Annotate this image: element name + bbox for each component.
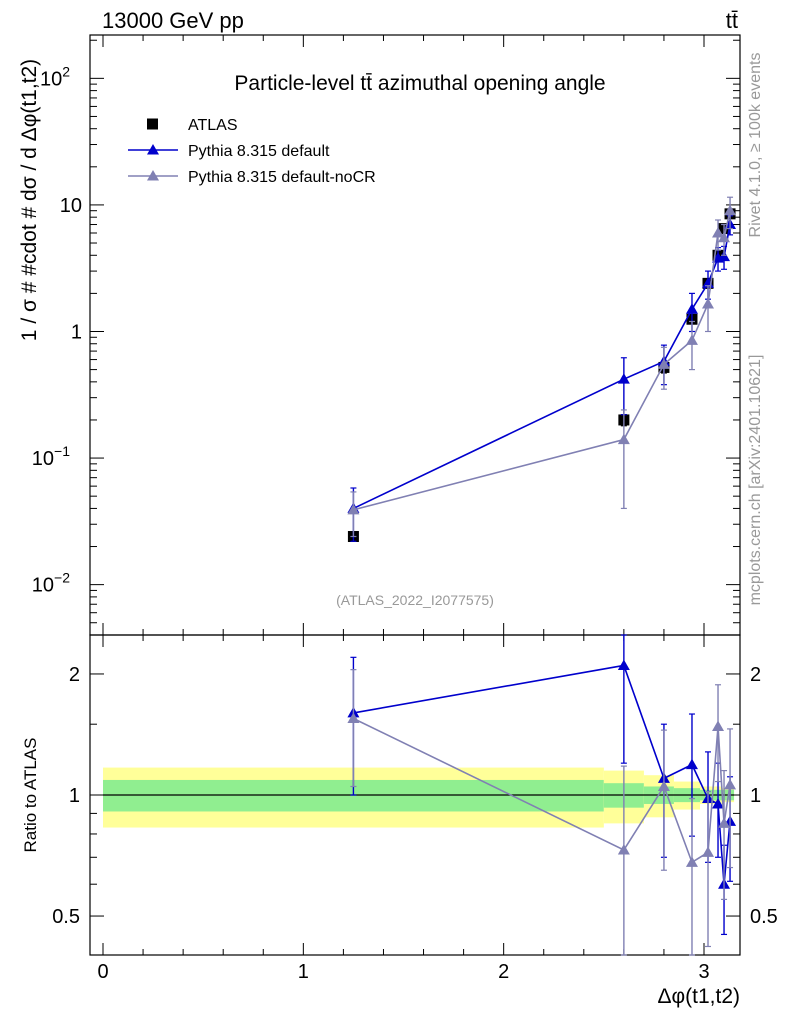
ratio-point — [617, 843, 630, 855]
ratio-y-tick-label: 0.5 — [52, 906, 80, 928]
legend-item: Pythia 8.315 default-noCR — [128, 169, 376, 186]
ratio-series-line — [353, 664, 731, 885]
legend-label: ATLAS — [188, 117, 238, 134]
ratio-series-line — [353, 717, 731, 864]
ratio-point — [685, 856, 698, 867]
ratio-point — [685, 758, 698, 770]
header-energy-label: 13000 GeV pp — [102, 8, 244, 33]
header-process-label: tt̄ — [726, 8, 738, 33]
series-pythia-8-315-default-nocr — [347, 196, 737, 538]
data-point — [718, 250, 731, 262]
series-pythia-8-315-default — [347, 215, 737, 542]
main-y-tick-label: 10−1 — [32, 443, 70, 470]
data-point — [685, 334, 698, 345]
x-tick-label: 1 — [298, 961, 309, 983]
x-tick-label: 0 — [97, 961, 108, 983]
ratio-series-pythia-8-315-default-nocr — [347, 669, 737, 956]
legend-marker — [147, 144, 159, 155]
legend: ATLAS Pythia 8.315 default Pythia 8.315 de… — [128, 117, 376, 186]
series-line — [353, 224, 731, 510]
data-point — [617, 433, 630, 445]
main-y-tick-label: 10−2 — [32, 570, 70, 597]
legend-label: Pythia 8.315 default — [188, 143, 330, 160]
main-y-tick-label: 1 — [71, 321, 82, 343]
data-point — [718, 231, 731, 243]
main-y-tick-label: 10 — [60, 195, 82, 217]
legend-label: Pythia 8.315 default-noCR — [188, 169, 376, 186]
data-point — [347, 503, 360, 515]
ratio-point — [712, 797, 725, 809]
data-point — [657, 358, 670, 369]
ratio-y-tick-label-right: 1 — [750, 785, 761, 807]
main-y-axis: 10−2 10−1 1 10 102 — [32, 35, 740, 636]
ratio-point — [657, 780, 670, 791]
ratio-point — [702, 846, 715, 857]
ratio-point — [712, 720, 725, 732]
main-series — [347, 196, 737, 543]
main-y-tick-label: 102 — [40, 63, 70, 90]
series-line — [353, 210, 731, 511]
ratio-y-tick-label-right: 2 — [750, 664, 761, 686]
ratio-point — [347, 712, 360, 723]
series-atlas — [347, 208, 736, 543]
ratio-y-axis-label: Ratio to ATLAS — [21, 738, 40, 853]
ratio-y-tick-label-right: 0.5 — [750, 906, 778, 928]
ratio-uncertainty-bands — [103, 767, 735, 828]
main-y-axis-label: 1 / σ # #cdot # dσ / d Δφ(t1,t2) — [18, 59, 41, 341]
side-rivet-label: Rivet 4.1.0, ≥ 100k events — [747, 53, 764, 238]
data-point — [702, 297, 715, 309]
legend-marker — [147, 118, 158, 130]
analysis-label: (ATLAS_2022_I2077575) — [336, 592, 494, 608]
main-title: Particle-level tt̄ azimuthal opening ang… — [234, 72, 605, 95]
ratio-point — [617, 659, 630, 670]
side-mcplots-label: mcplots.cern.ch [arXiv:2401.10621] — [747, 355, 764, 606]
legend-item: ATLAS — [147, 117, 238, 134]
data-point — [712, 226, 725, 238]
ratio-y-tick-label: 2 — [69, 664, 80, 686]
ratio-point — [724, 778, 737, 790]
x-tick-label: 3 — [698, 961, 709, 983]
x-tick-label: 2 — [498, 961, 509, 983]
ratio-panel: 0.5 0.5 1 1 2 2 0 1 2 3 Ratio to ATLAS Δφ(t1,t2) — [21, 634, 778, 1008]
ratio-point — [718, 817, 731, 828]
data-point — [685, 303, 698, 314]
legend-marker — [147, 170, 159, 181]
x-axis-label: Δφ(t1,t2) — [658, 985, 741, 1008]
ratio-series — [347, 634, 737, 956]
data-point — [617, 373, 630, 384]
ratio-y-tick-label: 1 — [69, 785, 80, 807]
data-point — [724, 204, 737, 216]
main-panel: 10−2 10−1 1 10 102 Particle-level tt̄ azimut… — [18, 34, 741, 636]
legend-item: Pythia 8.315 default — [128, 143, 330, 160]
